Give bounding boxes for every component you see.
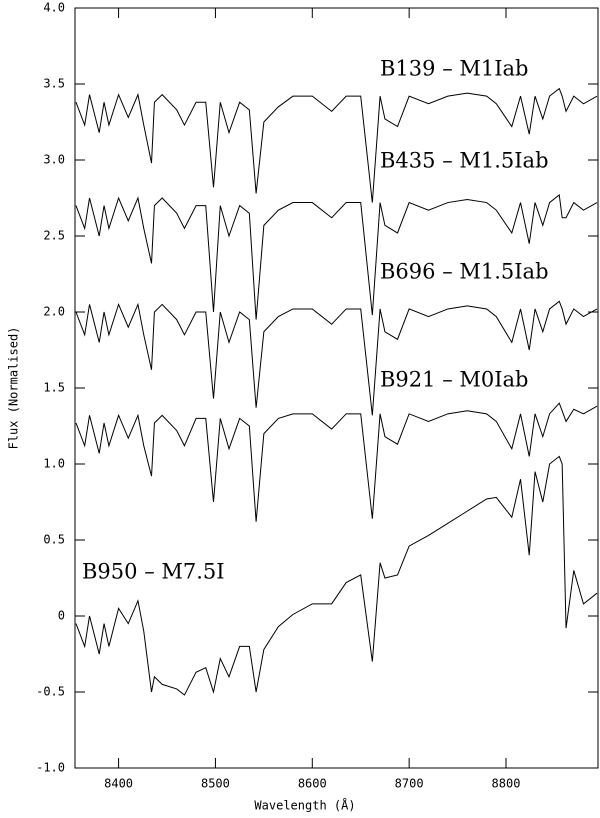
y-tick-label: 4.0 <box>43 1 65 15</box>
y-tick-label: 1.0 <box>43 457 65 471</box>
x-axis-label: Wavelength (Å) <box>254 798 355 813</box>
series-label: B950 – M7.5I <box>82 560 225 584</box>
y-tick-label: 0 <box>58 609 65 623</box>
y-tick-label: 3.0 <box>43 153 65 167</box>
spectrum-line <box>75 87 598 203</box>
y-tick-label: 2.5 <box>43 229 65 243</box>
series-label: B921 – M0Iab <box>380 368 529 392</box>
y-tick-label: 3.5 <box>43 77 65 91</box>
series-label: B435 – M1.5Iab <box>380 149 549 173</box>
series-label: B696 – M1.5Iab <box>380 260 549 284</box>
y-axis-label: Flux (Normalised) <box>7 327 21 450</box>
spectrum-line <box>75 194 598 320</box>
spectrum-line <box>75 300 598 416</box>
x-tick-label: 8400 <box>104 777 133 791</box>
y-tick-label: -1.0 <box>36 761 65 775</box>
y-tick-label: 1.5 <box>43 381 65 395</box>
x-tick-label: 8600 <box>298 777 327 791</box>
y-tick-label: 2.0 <box>43 305 65 319</box>
y-tick-label: -0.5 <box>36 685 65 699</box>
x-tick-label: 8800 <box>492 777 521 791</box>
spectrum-line <box>75 402 598 522</box>
x-tick-label: 8500 <box>201 777 230 791</box>
spectrum-line <box>75 455 598 696</box>
x-tick-label: 8700 <box>395 777 424 791</box>
y-tick-label: 0.5 <box>43 533 65 547</box>
series-label: B139 – M1Iab <box>380 57 529 81</box>
